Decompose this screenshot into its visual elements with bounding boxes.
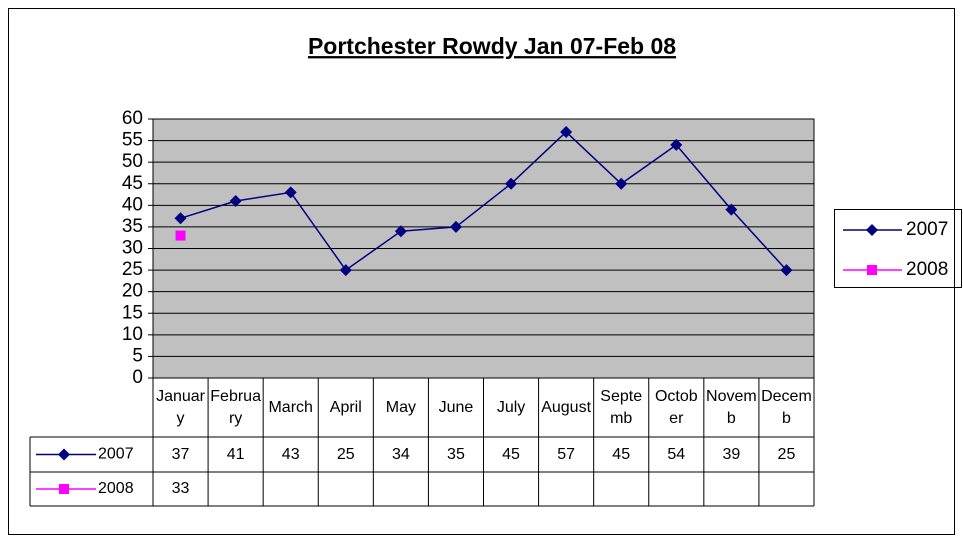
y-tick-label: 60 (122, 108, 143, 129)
series-line (180, 130, 788, 272)
x-tick-label: January (156, 387, 205, 427)
table-value: 41 (226, 445, 245, 463)
legend-label: 2008 (906, 259, 948, 280)
table-value: 45 (502, 445, 520, 463)
y-tick-label: 10 (122, 324, 143, 345)
data-point (394, 225, 407, 238)
data-point (339, 264, 352, 277)
x-tick-label: May (385, 398, 416, 416)
data-point (560, 125, 573, 138)
legend-box (834, 209, 962, 288)
legend-label: 2007 (906, 219, 948, 240)
data-point (725, 203, 738, 216)
table-value: 34 (391, 445, 410, 463)
table-value: 25 (336, 445, 355, 463)
y-tick-label: 0 (132, 367, 143, 388)
table-value: 43 (281, 445, 300, 463)
legend-marker (866, 224, 878, 236)
x-tick-label: June (438, 398, 474, 416)
y-tick-label: 40 (122, 194, 143, 215)
x-tick-label: Novemb (706, 387, 757, 427)
x-tick-label: August (541, 398, 592, 416)
table-key-marker (59, 484, 69, 494)
table-value: 57 (557, 445, 576, 463)
data-point (229, 195, 242, 208)
table-value: 45 (612, 445, 631, 463)
y-tick-label: 25 (122, 259, 143, 280)
table-value: 25 (777, 445, 796, 463)
data-point (670, 138, 683, 151)
chart-title: Portchester Rowdy Jan 07-Feb 08 (308, 33, 676, 59)
y-tick-label: 30 (122, 238, 143, 259)
data-point (175, 230, 186, 241)
table-value: 54 (667, 445, 686, 463)
table-value: 33 (171, 480, 190, 497)
data-point (174, 212, 187, 225)
y-tick-label: 5 (132, 345, 143, 366)
data-point (449, 220, 462, 233)
y-tick-label: 55 (122, 130, 143, 151)
data-point (780, 264, 793, 277)
y-tick-label: 50 (122, 151, 143, 172)
data-point (615, 177, 628, 190)
x-tick-label: Septemb (600, 387, 643, 427)
table-value: 37 (171, 445, 190, 463)
x-tick-label: March (268, 398, 313, 416)
table-value: 39 (722, 445, 741, 463)
x-tick-label: April (329, 398, 362, 416)
data-point (284, 186, 297, 199)
x-tick-label: July (496, 398, 526, 416)
x-tick-label: Decemb (761, 387, 812, 427)
x-tick-label: February (210, 387, 261, 427)
table-series-name: 2007 (98, 446, 134, 463)
y-tick-label: 35 (122, 216, 143, 237)
y-tick-label: 45 (122, 173, 143, 194)
table-value: 35 (447, 445, 465, 463)
x-tick-label: October (654, 387, 698, 427)
legend-marker (867, 265, 877, 275)
table-key-marker (58, 448, 70, 461)
data-point (505, 177, 518, 190)
y-tick-label: 20 (122, 281, 143, 302)
table-series-name: 2008 (98, 480, 134, 497)
y-tick-label: 15 (122, 302, 143, 323)
